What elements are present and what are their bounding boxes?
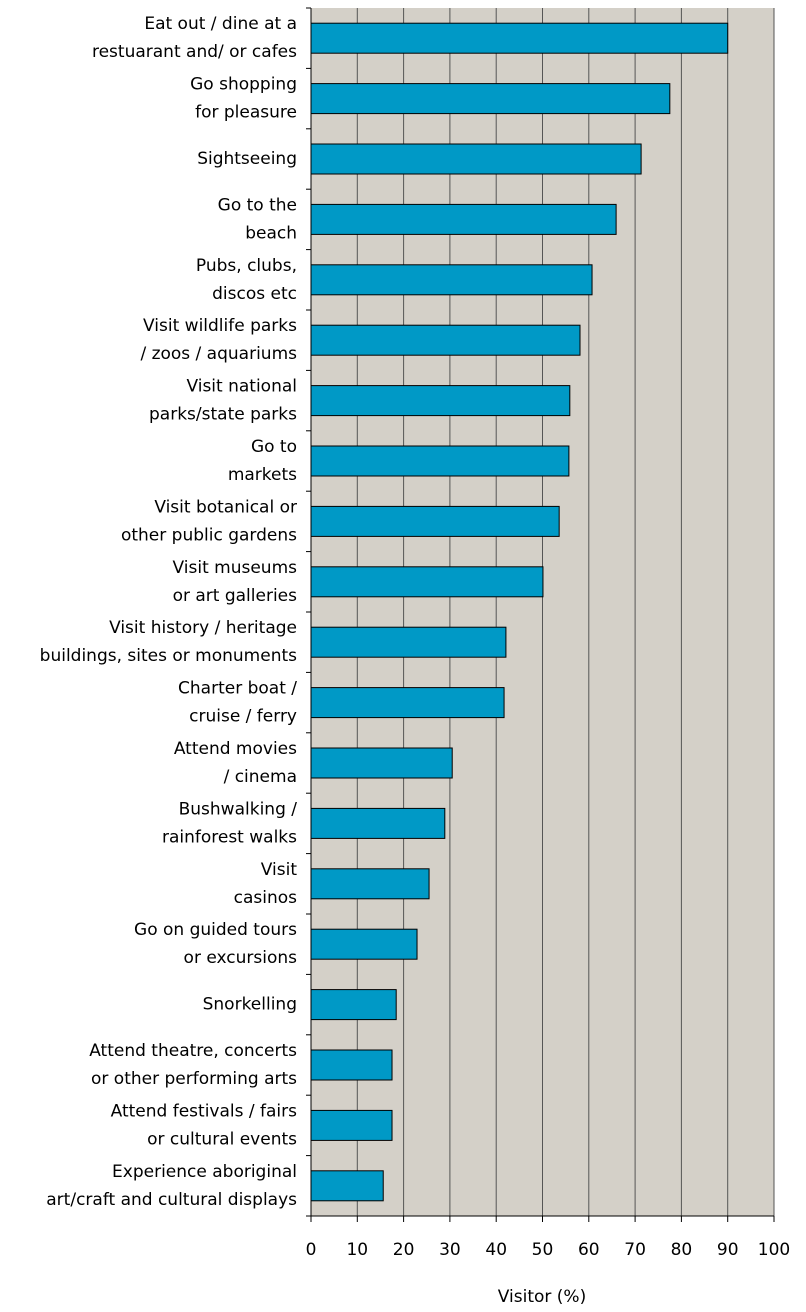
x-tick-label: 70 (624, 1240, 646, 1260)
bar (310, 1170, 384, 1202)
x-tick-label: 0 (306, 1240, 317, 1260)
y-tick-label: / zoos / aquariums (140, 344, 297, 364)
y-tick-label: Snorkelling (203, 995, 297, 1015)
x-tick-label: 60 (578, 1240, 600, 1260)
y-tick-label: rainforest walks (162, 827, 297, 847)
y-tick-label: Experience aboriginal (112, 1162, 297, 1182)
y-tick-label: or other performing arts (91, 1069, 297, 1089)
y-tick-label: parks/state parks (149, 405, 297, 425)
x-tick-label: 30 (439, 1240, 461, 1260)
y-tick-label: Visit (261, 860, 298, 880)
bar (310, 807, 446, 839)
x-tick-label: 40 (485, 1240, 507, 1260)
bar (310, 324, 581, 356)
y-tick-label: Attend festivals / fairs (111, 1101, 297, 1121)
bar (310, 626, 507, 658)
y-tick-label: Pubs, clubs, (196, 256, 297, 276)
y-tick-label: Visit national (186, 377, 297, 397)
bar (310, 143, 642, 175)
y-tick-label: beach (245, 223, 297, 243)
x-tick-label: 80 (671, 1240, 693, 1260)
bar (310, 505, 560, 537)
x-tick-label: 10 (346, 1240, 368, 1260)
x-tick-label: 90 (717, 1240, 739, 1260)
bar (310, 22, 729, 54)
x-tick-label: 20 (393, 1240, 415, 1260)
y-tick-label: art/craft and cultural displays (46, 1190, 297, 1210)
y-tick-label: or excursions (184, 948, 298, 968)
y-tick-label: Bushwalking / (179, 799, 298, 819)
bar (310, 203, 617, 235)
y-tick-label: discos etc (212, 284, 297, 304)
bar (310, 989, 397, 1021)
bar (310, 566, 544, 598)
x-tick-label: 100 (758, 1240, 790, 1260)
y-tick-label: buildings, sites or monuments (40, 646, 297, 666)
y-tick-label: for pleasure (195, 103, 297, 123)
y-tick-label: Sightseeing (197, 149, 297, 169)
bar (310, 445, 570, 477)
bar (310, 928, 418, 960)
y-tick-label: casinos (234, 888, 298, 908)
y-tick-label: markets (228, 465, 297, 485)
y-tick-label: / cinema (224, 767, 297, 787)
y-tick-label: Visit museums (173, 558, 298, 578)
bar (310, 83, 671, 115)
y-tick-label: Eat out / dine at a (144, 14, 297, 34)
y-tick-label: Charter boat / (178, 679, 297, 699)
y-tick-label: other public gardens (121, 525, 297, 545)
y-tick-label: Visit wildlife parks (143, 316, 297, 336)
y-tick-label: or art galleries (173, 586, 298, 606)
bar (310, 687, 505, 719)
y-tick-label: Attend movies (174, 739, 297, 759)
x-tick-label: 50 (532, 1240, 554, 1260)
y-tick-label: Go on guided tours (134, 920, 297, 940)
bar (310, 1109, 393, 1141)
bar (310, 264, 593, 296)
bar (310, 1049, 393, 1081)
y-tick-label: cruise / ferry (189, 707, 297, 727)
bar (310, 868, 430, 900)
y-tick-label: Attend theatre, concerts (89, 1041, 297, 1061)
y-tick-label: Go to (251, 437, 297, 457)
x-axis-title: Visitor (%) (498, 1287, 586, 1307)
y-tick-label: or cultural events (147, 1129, 297, 1149)
y-tick-label: Visit history / heritage (109, 618, 297, 638)
bar (310, 385, 571, 417)
y-tick-label: Visit botanical or (154, 497, 297, 517)
y-tick-label: restuarant and/ or cafes (92, 42, 297, 62)
bar (310, 747, 453, 779)
y-tick-label: Go to the (218, 195, 297, 215)
y-tick-label: Go shopping (190, 75, 297, 95)
